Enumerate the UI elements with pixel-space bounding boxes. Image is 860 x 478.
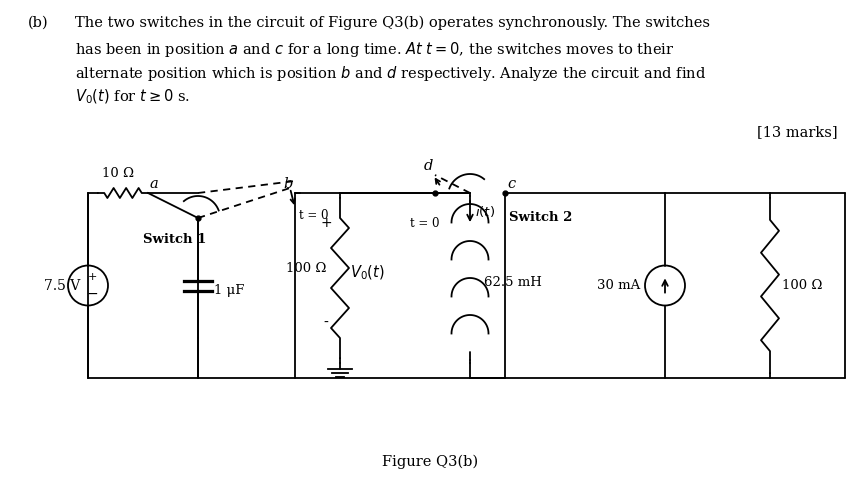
Text: -: -: [323, 316, 329, 330]
Text: 100 Ω: 100 Ω: [286, 261, 326, 274]
Text: c: c: [507, 177, 515, 191]
Text: Switch 2: Switch 2: [509, 211, 573, 224]
Text: alternate position which is position $b$ and $d$ respectively. Analyze the circu: alternate position which is position $b$…: [75, 64, 706, 83]
Text: 10 Ω: 10 Ω: [102, 167, 134, 180]
Text: has been in position $a$ and $c$ for a long time. $At$ $t = 0$, the switches mov: has been in position $a$ and $c$ for a l…: [75, 40, 674, 59]
Text: a: a: [150, 177, 159, 191]
Text: t = 0: t = 0: [299, 208, 329, 221]
Text: 100 Ω: 100 Ω: [782, 279, 822, 292]
Text: d: d: [424, 159, 433, 173]
Text: $i(t)$: $i(t)$: [475, 204, 495, 219]
Text: (b): (b): [28, 16, 49, 30]
Text: 1 μF: 1 μF: [214, 284, 244, 297]
Text: 62.5 mH: 62.5 mH: [484, 276, 542, 290]
Text: The two switches in the circuit of Figure Q3(b) operates synchronously. The swit: The two switches in the circuit of Figur…: [75, 16, 710, 31]
Text: Figure Q3(b): Figure Q3(b): [382, 455, 478, 469]
Text: [13 marks]: [13 marks]: [758, 125, 838, 139]
Text: +: +: [88, 272, 96, 282]
Text: $V_0(t)$: $V_0(t)$: [350, 264, 384, 282]
Text: 7.5 V: 7.5 V: [44, 279, 80, 293]
Text: −: −: [86, 286, 98, 301]
Text: b: b: [284, 177, 293, 191]
Text: t = 0: t = 0: [410, 217, 439, 229]
Text: $V_0(t)$ for $t \geq 0$ s.: $V_0(t)$ for $t \geq 0$ s.: [75, 88, 190, 107]
Text: 30 mA: 30 mA: [597, 279, 640, 292]
Text: Switch 1: Switch 1: [143, 233, 206, 246]
Text: +: +: [320, 216, 332, 230]
